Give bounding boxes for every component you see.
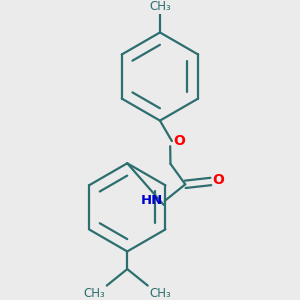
Text: CH₃: CH₃	[149, 0, 171, 13]
Text: CH₃: CH₃	[149, 287, 171, 300]
Text: O: O	[173, 134, 185, 148]
Text: HN: HN	[140, 194, 163, 207]
Text: CH₃: CH₃	[84, 287, 105, 300]
Text: O: O	[213, 173, 224, 187]
